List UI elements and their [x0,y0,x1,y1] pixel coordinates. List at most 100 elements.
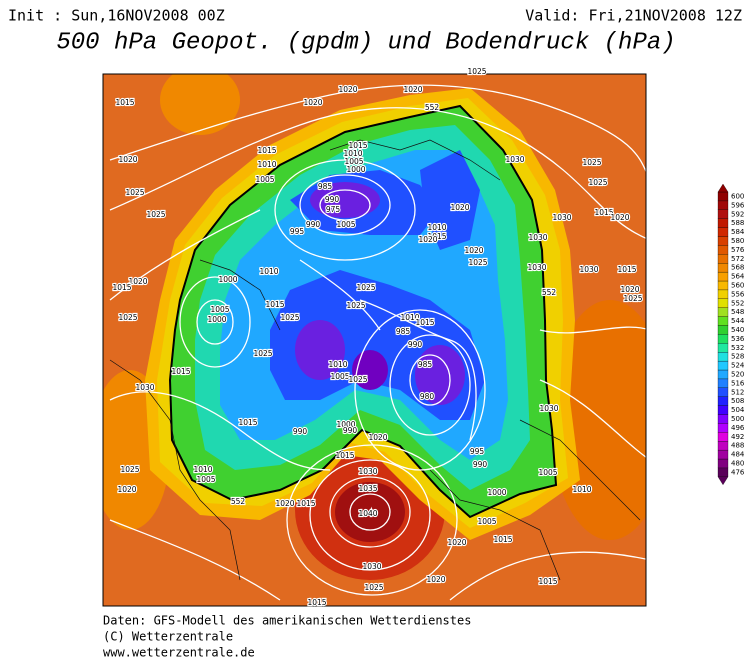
colorbar-cell [717,423,729,433]
colorbar-label: 544 [731,317,745,325]
isobar-label: 1020 [338,85,357,94]
isobar-label: 1020 [368,433,387,442]
colorbar-cell [717,191,729,202]
isobar-label: 1010 [257,160,276,169]
isobar-label: 1015 [238,418,257,427]
colorbar-cell [717,432,729,442]
isobar-label: 1000 [336,420,355,429]
isobar-label: 1005 [210,305,229,314]
colorbar-cell [717,227,729,237]
isobar-label: 1000 [207,315,226,324]
isobar-label: 1025 [588,178,607,187]
isobar-label: 1015 [493,535,512,544]
colorbar-cell [717,280,729,291]
isobar-label: 1005 [255,175,274,184]
colorbar-cell [717,360,729,371]
isobar-label: 1015 [538,577,557,586]
colorbar-label: 580 [731,237,744,245]
isobar-label: 990 [325,195,340,204]
colorbar-label: 492 [731,433,744,441]
colorbar-cell [717,458,729,469]
isobar-label: 990 [408,340,423,349]
isobar-label: 1040 [358,509,377,518]
isobar-label: 1015 [257,146,276,155]
isobar-label: 1035 [358,484,377,493]
isobar-label: 1010 [427,223,446,232]
colorbar-cell [717,245,729,255]
colorbar-cell [717,263,729,273]
colorbar-cell [717,316,729,326]
isobar-label: 1025 [356,283,375,292]
colorbar-label: 576 [731,246,745,254]
isobar-label: 1005 [538,468,557,477]
isobar-label: 985 [396,327,411,336]
isobar-label: 985 [318,182,333,191]
colorbar-label: 484 [731,451,745,459]
isobar-label: 1010 [400,313,419,322]
footer-line: www.wetterzentrale.de [103,646,255,660]
isobar-label: 1025 [582,158,601,167]
valid-time: Valid: Fri,21NOV2008 12Z [525,7,742,25]
isobar-label: 1015 [348,141,367,150]
colorbar-cell [717,200,729,210]
colorbar-label: 540 [731,326,744,334]
colorbar-label: 568 [731,264,744,272]
isobar-label: 1015 [265,300,284,309]
isobar-label: 990 [473,460,488,469]
isobar-label: 1025 [280,313,299,322]
colorbar-cell [717,325,729,335]
isobar-label: 1005 [336,220,355,229]
colorbar-cell [717,449,729,460]
isobar-label: 1020 [303,98,322,107]
colorbar-cell [717,298,729,308]
isobar-label: 1030 [358,467,377,476]
colorbar-cell [717,289,729,299]
isobar-label: 975 [326,205,341,214]
colorbar-label: 536 [731,335,745,343]
isobar-label: 1015 [115,98,134,107]
isobar-label: 1010 [259,267,278,276]
colorbar-label: 552 [731,299,744,307]
isobar-label: 552 [542,288,557,297]
footer-line: Daten: GFS-Modell des amerikanischen Wet… [103,614,471,628]
colorbar-label: 528 [731,353,744,361]
isobar-label: 1015 [296,499,315,508]
isobar-label: 995 [470,447,485,456]
isobar-label: 1025 [346,301,365,310]
colorbar-label: 508 [731,397,744,405]
colorbar-cell [717,369,729,380]
colorbar-cell [717,334,729,344]
colorbar-top-arrow [717,183,729,193]
isobar-label: 1030 [528,233,547,242]
isobar-label: 1020 [450,203,469,212]
colorbar-label: 488 [731,442,744,450]
colorbar-label: 548 [731,308,744,316]
isobar-label: 1010 [193,465,212,474]
colorbar-label: 588 [731,219,744,227]
colorbar-cell [717,352,729,362]
colorbar-cell [717,271,729,282]
colorbar-cell [717,378,729,388]
isobar-label: 1000 [218,275,237,284]
colorbar-cell [717,405,729,415]
isobar-label: 1025 [120,465,139,474]
colorbar-label: 560 [731,281,744,289]
isobar-label: 1005 [196,475,215,484]
isobar-label: 1020 [620,285,639,294]
isobar-label: 1015 [335,451,354,460]
isobar-label: 1010 [343,149,362,158]
isobar-label: 1015 [171,367,190,376]
isobar-label: 1020 [418,235,437,244]
colorbar-label: 600 [731,192,744,200]
isobar-label: 1025 [146,210,165,219]
isobar-label: 552 [425,103,440,112]
isobar-label: 1020 [426,575,445,584]
colorbar-cell [717,236,729,246]
colorbar-cell [717,307,729,317]
isobar-label: 1025 [125,188,144,197]
colorbar-cell [717,209,729,219]
isobar-label: 1025 [623,294,642,303]
colorbar-label: 504 [731,406,745,414]
isobar-label: 1025 [348,375,367,384]
